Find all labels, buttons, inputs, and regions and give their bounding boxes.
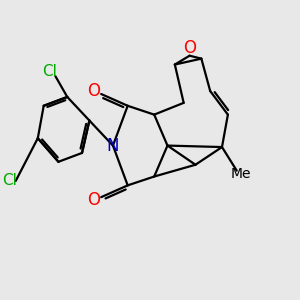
- Text: Me: Me: [231, 167, 251, 181]
- Text: O: O: [87, 82, 100, 100]
- Text: Cl: Cl: [42, 64, 57, 80]
- Text: N: N: [107, 136, 119, 154]
- Text: Cl: Cl: [2, 173, 17, 188]
- Text: O: O: [183, 39, 196, 57]
- Text: O: O: [87, 191, 100, 209]
